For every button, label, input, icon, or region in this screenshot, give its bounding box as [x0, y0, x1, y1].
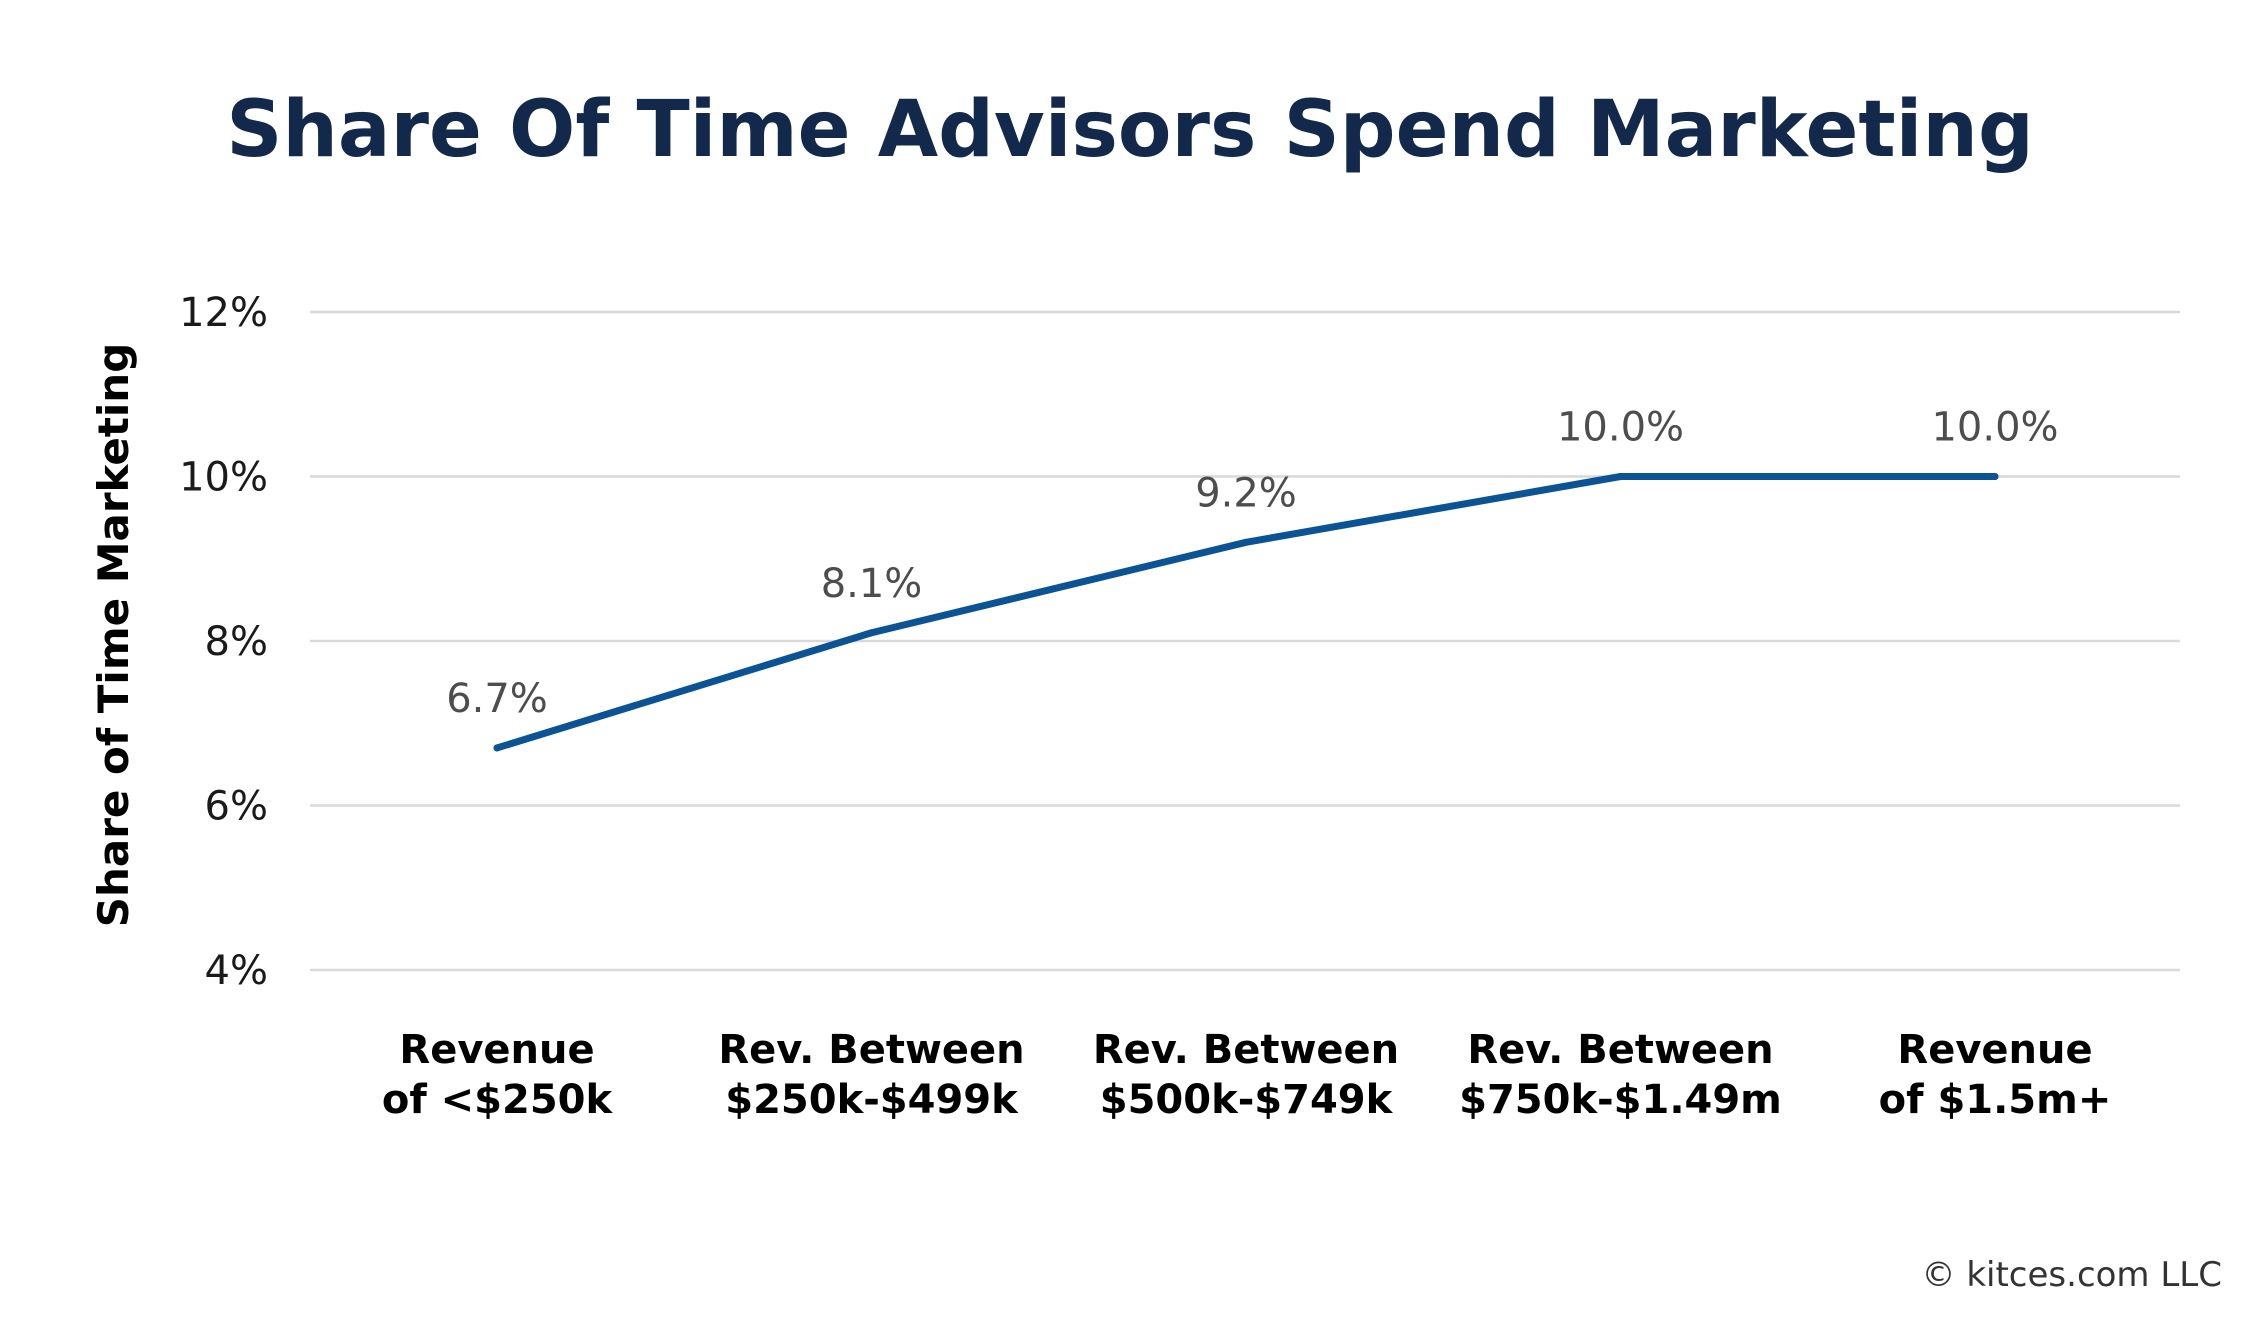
data-label: 6.7% — [446, 676, 548, 722]
data-point — [493, 744, 501, 752]
x-category-label: Rev. Between$750k-$1.49m — [1459, 1027, 1782, 1123]
x-category-label-line: Revenue — [399, 1027, 594, 1073]
data-label: 8.1% — [821, 561, 923, 607]
x-category-label-line: Revenue — [1897, 1027, 2092, 1073]
copyright-credit: © kitces.com LLC — [1922, 1255, 2222, 1295]
y-tick-label: 12% — [179, 290, 268, 336]
data-point — [1617, 473, 1624, 480]
x-category-label-line: $250k-$499k — [725, 1077, 1019, 1123]
x-category-label-line: of <$250k — [382, 1077, 614, 1123]
y-axis-label: Share of Time Marketing — [89, 343, 138, 928]
y-tick-label: 4% — [205, 948, 268, 994]
data-point — [1991, 473, 1999, 480]
x-category-label: Rev. Between$250k-$499k — [718, 1027, 1024, 1123]
data-label: 9.2% — [1195, 470, 1297, 516]
x-category-label-line: Rev. Between — [718, 1027, 1024, 1073]
y-tick-label: 6% — [205, 784, 268, 830]
x-category-label-line: Rev. Between — [1093, 1027, 1399, 1073]
data-point — [868, 629, 875, 637]
y-tick-label: 10% — [179, 455, 268, 501]
chart-title: Share Of Time Advisors Spend Marketing — [226, 85, 2034, 175]
y-axis-ticks: 4% 6% 8% 10% 12% — [179, 290, 268, 994]
data-labels: 6.7% 8.1% 9.2% 10.0% 10.0% — [446, 405, 2058, 722]
series-line — [493, 473, 1999, 752]
gridlines — [310, 310, 2180, 972]
x-category-label-line: Rev. Between — [1467, 1027, 1773, 1073]
x-category-label-line: $750k-$1.49m — [1459, 1077, 1782, 1123]
y-tick-label: 8% — [205, 619, 268, 665]
x-category-label-line: $500k-$749k — [1100, 1077, 1394, 1123]
x-category-label: Rev. Between$500k-$749k — [1093, 1027, 1399, 1123]
data-label: 10.0% — [1931, 405, 2058, 451]
x-category-label-line: of $1.5m+ — [1879, 1077, 2112, 1123]
series — [493, 473, 1999, 752]
data-point — [1242, 538, 1250, 546]
data-label: 10.0% — [1557, 405, 1684, 451]
